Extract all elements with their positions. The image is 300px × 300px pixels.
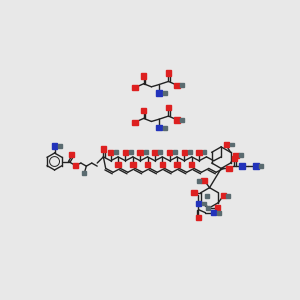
Bar	[166, 105, 171, 110]
Bar	[108, 150, 113, 155]
Bar	[130, 162, 136, 167]
Bar	[174, 82, 180, 88]
Bar	[196, 201, 201, 206]
Bar	[167, 150, 172, 155]
Bar	[52, 143, 57, 149]
Bar	[221, 193, 226, 199]
Bar	[230, 142, 234, 146]
Bar	[166, 70, 171, 76]
Bar	[233, 153, 239, 158]
Bar	[180, 118, 184, 122]
Bar	[224, 142, 230, 147]
Bar	[202, 202, 206, 206]
Bar	[129, 150, 133, 154]
Bar	[141, 108, 146, 113]
Bar	[226, 166, 232, 171]
Bar	[144, 150, 148, 154]
Bar	[174, 162, 180, 167]
Bar	[132, 119, 138, 125]
Bar	[101, 146, 106, 152]
Bar	[160, 162, 165, 167]
Bar	[157, 90, 162, 96]
Bar	[197, 179, 201, 183]
Bar	[137, 150, 143, 155]
Bar	[158, 150, 162, 154]
Bar	[196, 214, 201, 220]
Bar	[116, 162, 121, 167]
Bar	[132, 85, 138, 90]
Bar	[123, 150, 128, 155]
Bar	[73, 163, 78, 168]
Bar	[182, 150, 187, 155]
Bar	[141, 73, 146, 79]
Bar	[206, 206, 210, 210]
Bar	[114, 150, 118, 154]
Bar	[239, 153, 243, 157]
Bar	[211, 210, 216, 215]
Bar	[205, 194, 209, 198]
Bar	[145, 162, 150, 167]
Bar	[58, 144, 62, 148]
Bar	[259, 164, 262, 168]
Bar	[189, 162, 194, 167]
Bar	[164, 91, 167, 95]
Bar	[69, 152, 74, 157]
Bar	[157, 125, 162, 130]
Bar	[217, 211, 220, 214]
Bar	[82, 171, 86, 175]
Bar	[173, 150, 177, 154]
Bar	[253, 164, 259, 169]
Bar	[232, 156, 237, 161]
Bar	[239, 164, 245, 169]
Bar	[196, 150, 202, 155]
Bar	[180, 83, 184, 87]
Bar	[201, 178, 207, 184]
Bar	[164, 126, 167, 130]
Bar	[226, 194, 230, 198]
Bar	[214, 205, 220, 210]
Bar	[174, 117, 180, 123]
Bar	[191, 190, 196, 195]
Bar	[152, 150, 158, 155]
Bar	[188, 150, 192, 154]
Bar	[202, 150, 206, 154]
